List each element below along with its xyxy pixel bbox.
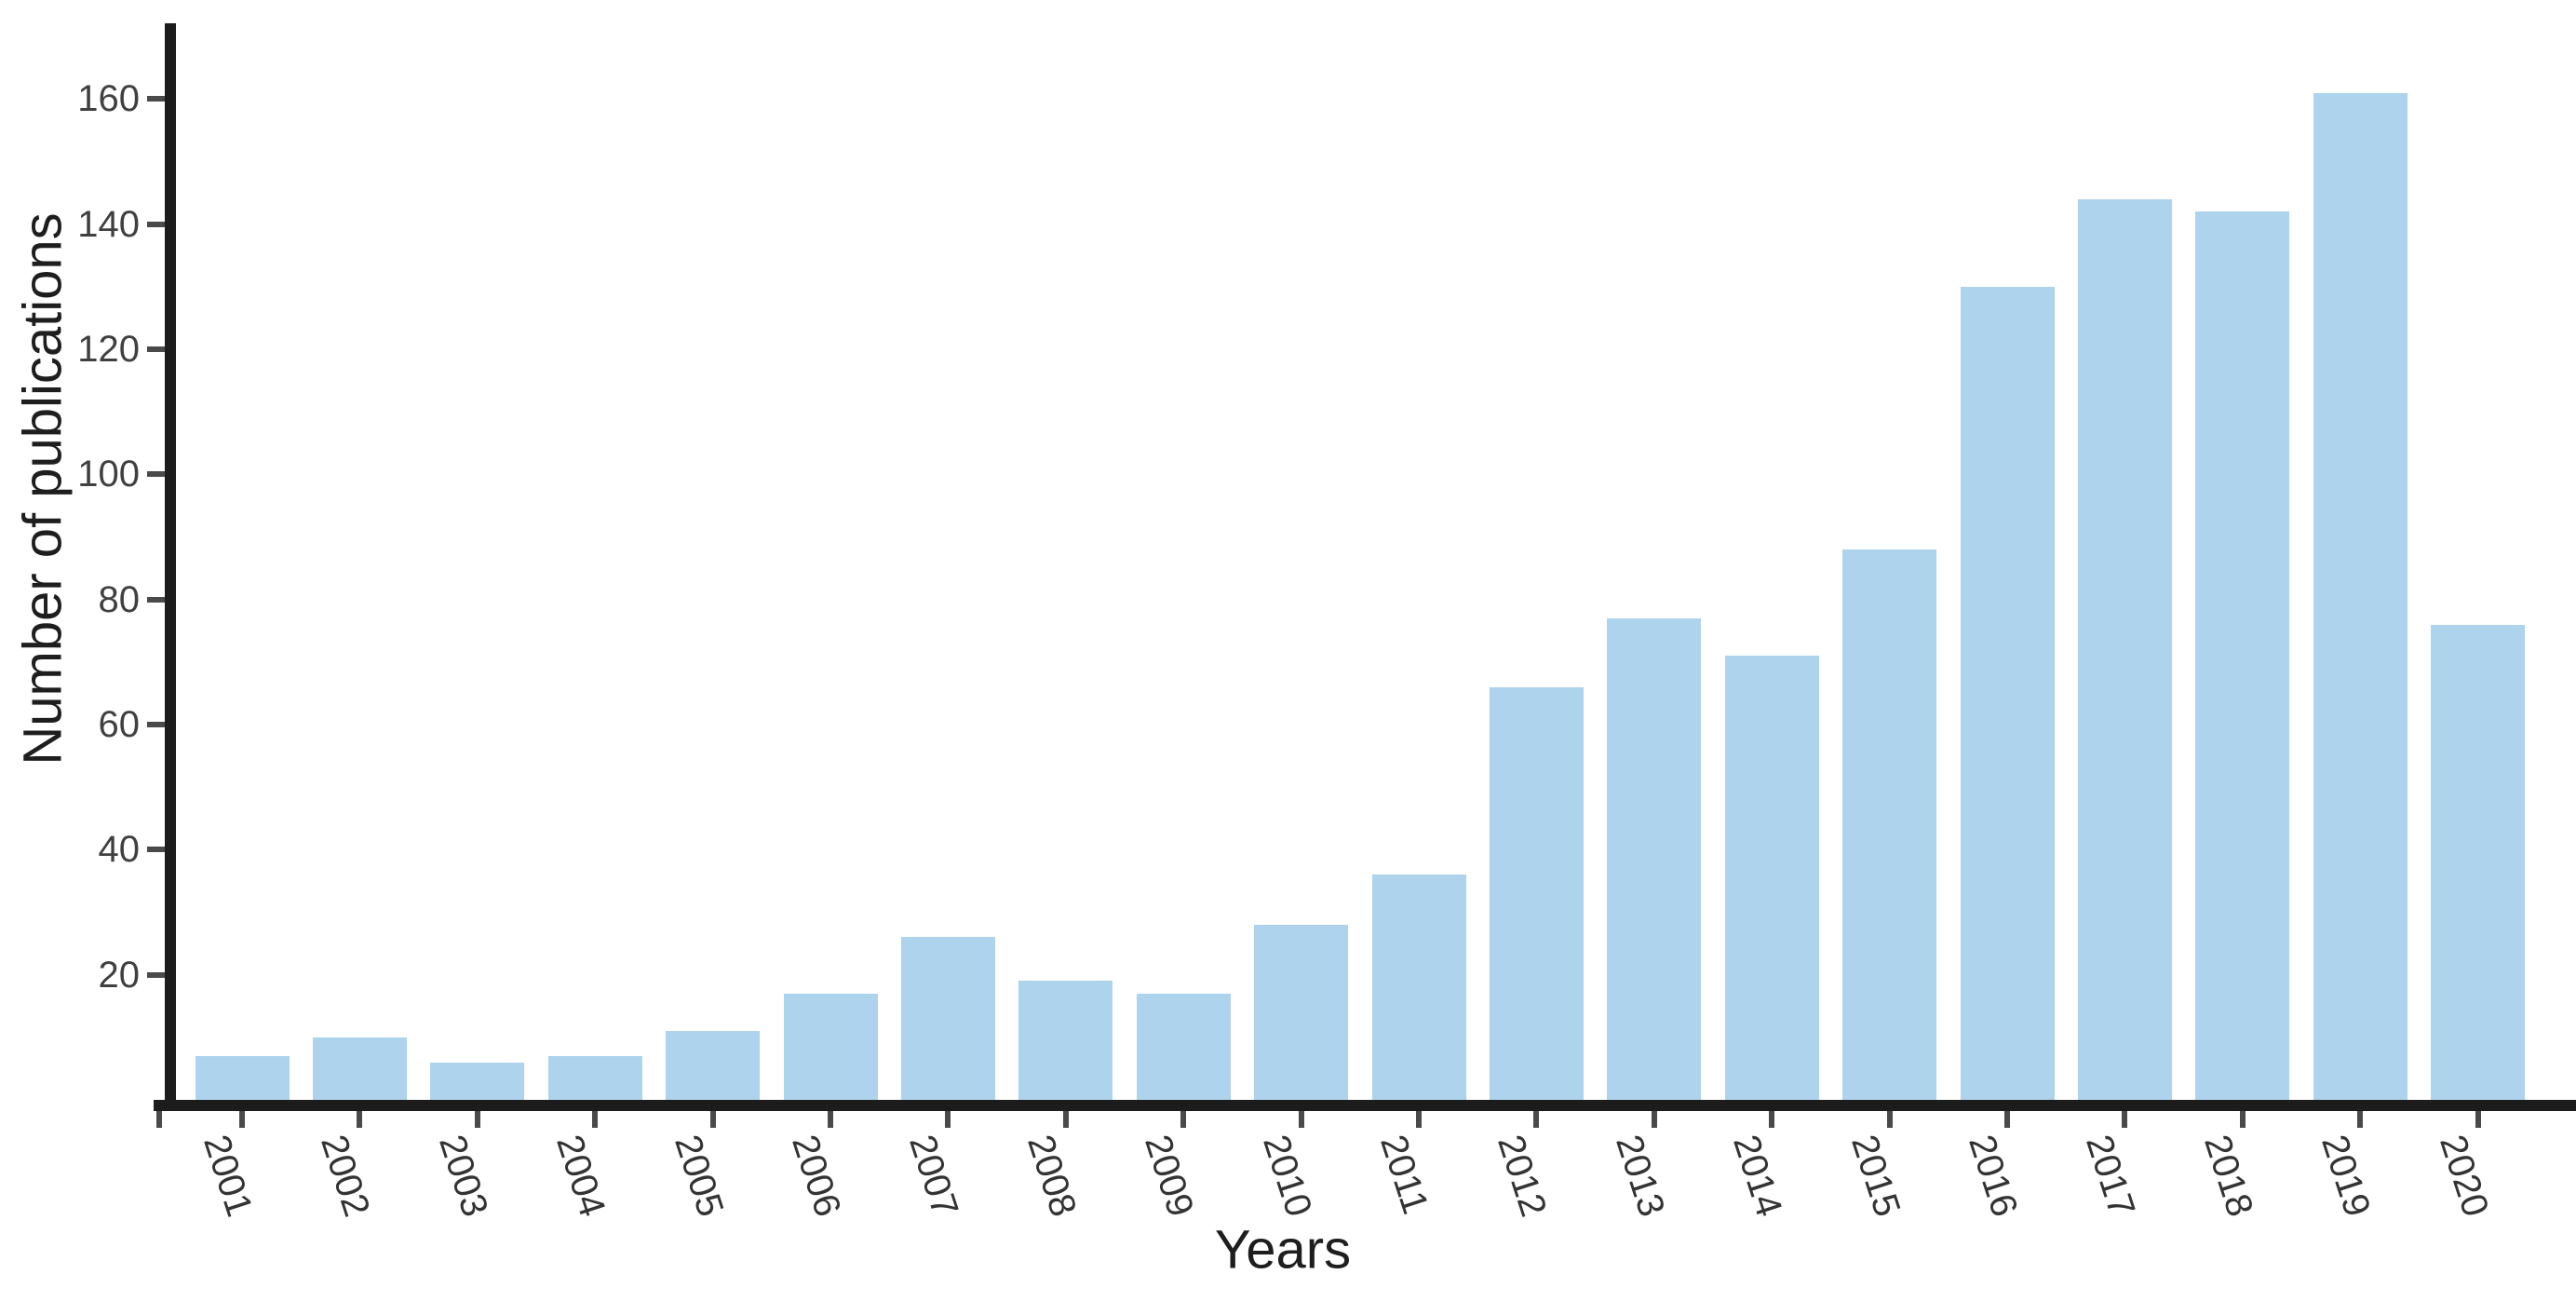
y-tick-label-80: 80 <box>98 578 141 620</box>
bar-2015 <box>1842 549 1937 1100</box>
x-tick-2004 <box>592 1111 599 1128</box>
x-tick-label-2008: 2008 <box>1018 1130 1085 1222</box>
bar-2008 <box>1018 981 1113 1100</box>
bar-2010 <box>1254 924 1349 1100</box>
x-tick-2011 <box>1416 1111 1422 1128</box>
x-tick-2005 <box>709 1111 716 1128</box>
y-tick-40 <box>147 847 166 853</box>
bar-2014 <box>1724 656 1819 1100</box>
y-axis-line <box>165 23 176 1111</box>
y-tick-60 <box>147 722 166 727</box>
bar-2002 <box>312 1037 407 1100</box>
y-tick-label-120: 120 <box>77 329 140 370</box>
x-tick-label-2005: 2005 <box>666 1130 731 1222</box>
y-tick-20 <box>147 971 166 978</box>
y-tick-label-100: 100 <box>77 454 140 495</box>
bar-2007 <box>900 937 995 1100</box>
y-tick-80 <box>147 596 166 603</box>
origin-tick <box>156 1111 162 1128</box>
x-tick-label-2007: 2007 <box>901 1130 966 1222</box>
bar-2003 <box>430 1062 525 1100</box>
y-tick-label-20: 20 <box>98 954 141 996</box>
x-tick-label-2015: 2015 <box>1842 1130 1908 1222</box>
bar-2017 <box>2077 198 2172 1100</box>
x-tick-label-2003: 2003 <box>430 1130 496 1222</box>
x-tick-label-2014: 2014 <box>1725 1130 1790 1222</box>
x-tick-2016 <box>2004 1111 2010 1128</box>
x-tick-label-2013: 2013 <box>1607 1130 1673 1222</box>
x-axis-title: Years <box>1214 1219 1352 1281</box>
x-tick-label-2001: 2001 <box>196 1130 261 1222</box>
x-tick-2019 <box>2357 1111 2364 1128</box>
y-tick-100 <box>147 471 166 478</box>
y-tick-160 <box>147 96 166 102</box>
x-tick-2012 <box>1533 1111 1540 1128</box>
x-tick-2020 <box>2475 1111 2481 1128</box>
x-tick-label-2020: 2020 <box>2431 1130 2496 1222</box>
x-tick-label-2010: 2010 <box>1254 1130 1319 1222</box>
bar-2018 <box>2195 211 2290 1100</box>
x-tick-label-2002: 2002 <box>313 1130 378 1222</box>
x-tick-label-2011: 2011 <box>1372 1130 1436 1219</box>
x-tick-label-2012: 2012 <box>1490 1130 1555 1222</box>
x-tick-2009 <box>1180 1111 1187 1128</box>
x-tick-2003 <box>474 1111 480 1128</box>
x-tick-label-2018: 2018 <box>2195 1130 2261 1222</box>
x-tick-label-2016: 2016 <box>1961 1130 2026 1222</box>
y-tick-label-60: 60 <box>98 704 141 745</box>
x-tick-label-2006: 2006 <box>784 1130 849 1222</box>
x-tick-2015 <box>1886 1111 1893 1128</box>
bar-2013 <box>1607 617 1702 1100</box>
x-tick-2013 <box>1651 1111 1657 1128</box>
bar-2020 <box>2431 624 2526 1100</box>
x-tick-2002 <box>357 1111 363 1128</box>
bar-2006 <box>783 993 878 1100</box>
x-tick-label-2017: 2017 <box>2078 1130 2143 1222</box>
x-tick-label-2019: 2019 <box>2313 1130 2379 1222</box>
x-tick-label-2009: 2009 <box>1137 1130 1202 1222</box>
bar-2011 <box>1371 874 1466 1100</box>
y-tick-label-160: 160 <box>77 78 140 120</box>
bar-2019 <box>2313 92 2407 1100</box>
bar-2009 <box>1136 993 1231 1100</box>
x-tick-2010 <box>1298 1111 1304 1128</box>
bar-2004 <box>547 1056 642 1100</box>
bar-2016 <box>1960 286 2055 1100</box>
bar-2001 <box>195 1056 290 1100</box>
y-tick-120 <box>147 346 166 352</box>
bar-2012 <box>1489 686 1584 1100</box>
x-tick-2006 <box>828 1111 833 1128</box>
x-axis-line <box>154 1100 2576 1111</box>
x-tick-2001 <box>239 1111 245 1128</box>
x-tick-2007 <box>945 1111 951 1128</box>
y-axis-title: Number of publications <box>12 212 74 766</box>
y-tick-label-140: 140 <box>77 203 140 245</box>
x-tick-2008 <box>1062 1111 1069 1128</box>
x-tick-2018 <box>2239 1111 2246 1128</box>
x-tick-2017 <box>2122 1111 2128 1128</box>
x-tick-2014 <box>1769 1111 1775 1128</box>
y-tick-label-40: 40 <box>98 829 141 871</box>
y-tick-140 <box>147 221 166 227</box>
x-tick-label-2004: 2004 <box>548 1130 614 1222</box>
bar-2005 <box>666 1031 761 1100</box>
